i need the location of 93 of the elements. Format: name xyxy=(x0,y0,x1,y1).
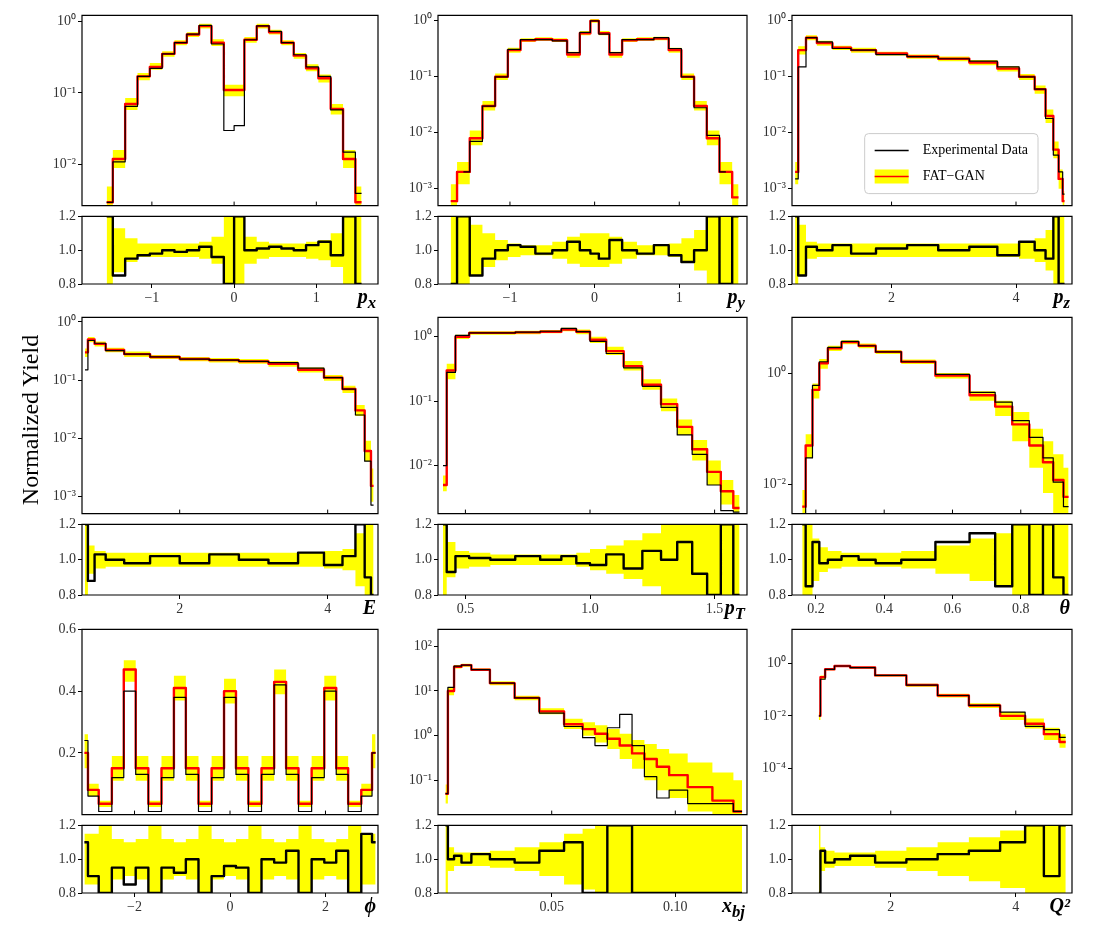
x-tick-label: −1 xyxy=(144,290,160,306)
y-tick-label: 10⁻³ xyxy=(408,180,432,196)
x-axis-title: p$_{T}$ xyxy=(724,596,745,624)
y-tick-label: 10⁻¹ xyxy=(52,84,76,100)
x-tick-label: 0.5 xyxy=(456,601,475,617)
y-tick-label: 10² xyxy=(413,638,432,654)
y-tick-label: 10⁰ xyxy=(413,727,432,743)
y-tick-label: 10⁻² xyxy=(52,156,76,172)
x-tick-label: −2 xyxy=(127,899,142,915)
y-tick-label: 1.0 xyxy=(58,551,76,567)
y-tick-label: 10⁻¹ xyxy=(52,371,76,387)
x-tick-label: 0 xyxy=(230,290,238,306)
y-tick-label: 10⁰ xyxy=(767,364,786,380)
y-tick-label: 1.2 xyxy=(58,817,76,833)
x-tick-label: 1.0 xyxy=(581,601,599,617)
x-tick-label: 2 xyxy=(887,899,895,915)
x-tick-label: 2 xyxy=(321,899,329,915)
x-tick-label: 0.4 xyxy=(875,601,893,617)
y-tick-label: 10⁻⁴ xyxy=(762,759,787,775)
y-tick-label: 10⁻¹ xyxy=(408,392,432,408)
y-tick-label: 1.0 xyxy=(414,241,432,257)
y-tick-label: 1.2 xyxy=(58,516,76,532)
y-tick-label: 10⁰ xyxy=(767,655,786,671)
y-tick-label: 1.0 xyxy=(414,551,432,567)
y-tick-label: 10⁻¹ xyxy=(408,68,432,84)
x-tick-label: 0.05 xyxy=(539,899,564,915)
y-tick-label: 1.0 xyxy=(768,551,786,567)
y-tick-label: 10⁻² xyxy=(52,429,76,445)
x-tick-label: 4 xyxy=(1012,290,1020,306)
y-tick-label: 10⁻¹ xyxy=(408,771,432,787)
y-tick-label: 10⁰ xyxy=(767,12,786,28)
y-tick-label: 1.2 xyxy=(58,208,76,224)
y-tick-label: 1.0 xyxy=(58,850,76,866)
y-tick-label: 0.8 xyxy=(768,275,786,291)
y-tick-label: 0.4 xyxy=(58,682,76,698)
y-tick-label: 10⁰ xyxy=(413,328,432,344)
y-tick-label: 10⁰ xyxy=(57,12,76,28)
y-tick-label: 1.0 xyxy=(58,241,76,257)
x-tick-label: 0.8 xyxy=(1012,601,1030,617)
y-tick-label: 0.8 xyxy=(768,884,786,900)
legend-label: Experimental Data xyxy=(922,142,1029,158)
y-tick-label: 0.8 xyxy=(414,884,432,900)
x-tick-label: 0 xyxy=(591,290,599,306)
x-axis-title: p$_{z}$ xyxy=(1053,285,1070,313)
x-tick-label: −1 xyxy=(502,290,518,306)
x-axis-title: p$_{y}$ xyxy=(727,285,745,313)
y-tick-label: 0.8 xyxy=(58,275,76,291)
y-tick-label: 10⁻¹ xyxy=(762,68,786,84)
y-tick-label: 10¹ xyxy=(413,682,432,698)
x-axis-title: Q² xyxy=(1049,894,1070,917)
x-axis-title: x$_{bj}$ xyxy=(722,894,745,922)
x-tick-label: 0.10 xyxy=(663,899,688,915)
y-tick-label: 10⁻³ xyxy=(52,487,76,503)
x-tick-label: 0.2 xyxy=(807,601,825,617)
y-tick-label: 1.2 xyxy=(768,817,786,833)
y-tick-label: 10⁻² xyxy=(762,124,786,140)
y-tick-label: 10⁰ xyxy=(413,12,432,28)
x-axis-title: p$_{x}$ xyxy=(357,285,376,313)
y-tick-label: 0.8 xyxy=(58,586,76,602)
y-tick-label: 0.6 xyxy=(58,621,76,637)
x-tick-label: 1.5 xyxy=(705,601,724,617)
y-tick-label: 0.8 xyxy=(414,586,432,602)
x-tick-label: 1 xyxy=(675,290,683,306)
x-axis-title: E xyxy=(362,596,376,619)
y-tick-label: 10⁻² xyxy=(762,707,786,723)
y-tick-label: 1.0 xyxy=(768,850,786,866)
y-tick-label: 1.2 xyxy=(768,208,786,224)
x-tick-label: 4 xyxy=(324,601,332,617)
x-tick-label: 4 xyxy=(1012,899,1020,915)
y-tick-label: 1.2 xyxy=(768,516,786,532)
y-tick-label: 0.8 xyxy=(414,275,432,291)
x-tick-label: 2 xyxy=(176,601,184,617)
x-axis-title: ϕ xyxy=(364,894,376,917)
y-tick-label: 1.0 xyxy=(414,850,432,866)
y-tick-label: 0.8 xyxy=(768,586,786,602)
y-tick-label: 1.0 xyxy=(768,241,786,257)
legend-label: FAT−GAN xyxy=(922,168,985,184)
y-tick-label: 1.2 xyxy=(414,516,432,532)
y-tick-label: 10⁰ xyxy=(57,313,76,329)
y-tick-label: 10⁻² xyxy=(408,124,432,140)
y-tick-label: 1.2 xyxy=(414,208,432,224)
y-tick-label: 10⁻² xyxy=(408,457,432,473)
x-tick-label: 2 xyxy=(888,290,896,306)
y-tick-label: 1.2 xyxy=(414,817,432,833)
x-axis-title: θ xyxy=(1059,596,1070,619)
x-tick-label: 0.6 xyxy=(943,601,962,617)
x-tick-label: 1 xyxy=(312,290,320,306)
y-tick-label: 0.2 xyxy=(58,744,76,760)
y-tick-label: 10⁻³ xyxy=(762,180,786,196)
y-tick-label: 10⁻² xyxy=(762,476,786,492)
y-tick-label: 0.8 xyxy=(58,884,76,900)
y-axis-title: Normalized Yield xyxy=(16,334,44,505)
x-tick-label: 0 xyxy=(226,899,234,915)
